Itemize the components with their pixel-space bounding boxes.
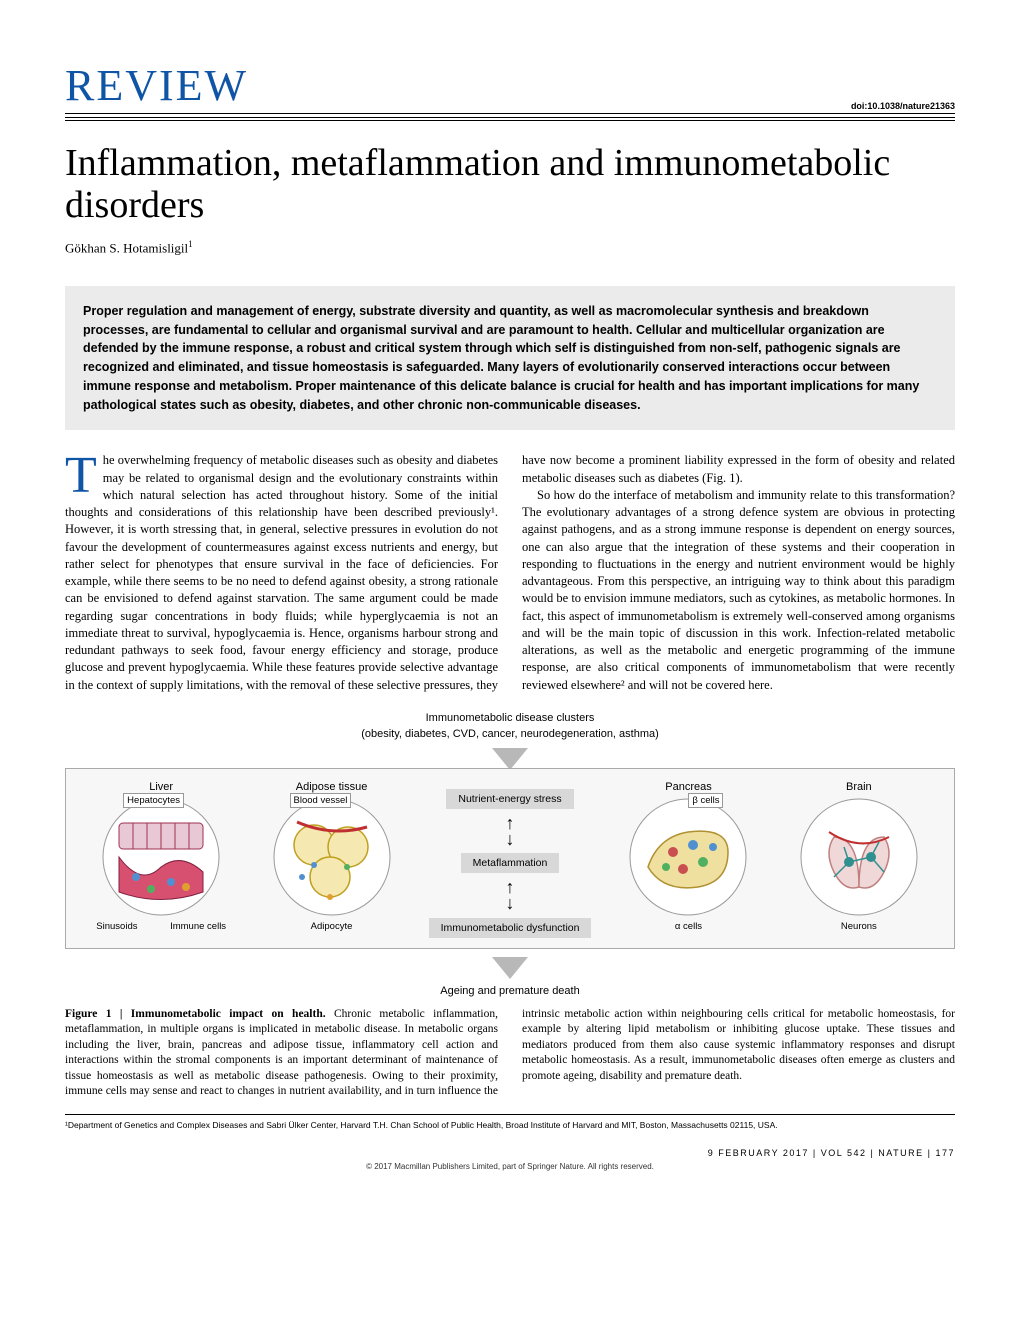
body-para2: So how do the interface of metabolism an… <box>522 488 955 692</box>
article-title: Inflammation, metaflammation and immunom… <box>65 143 955 227</box>
abstract: Proper regulation and management of ener… <box>65 286 955 431</box>
section-label: REVIEW <box>65 60 248 111</box>
organ-liver: Liver Hepatocytes Sinusoids Im <box>80 781 242 932</box>
beta-cells-label: β cells <box>688 793 723 808</box>
caption-bold: Figure 1 | Immunometabolic impact on hea… <box>65 1008 326 1020</box>
arrow-down-icon <box>492 957 528 979</box>
caption-text: Chronic metabolic inflammation, metaflam… <box>65 1008 955 1098</box>
alpha-cells-label: α cells <box>675 921 702 932</box>
dropcap: T <box>65 452 103 496</box>
adipose-icon <box>272 797 392 917</box>
organ-adipose: Adipose tissue Blood vessel Adipocyte <box>250 781 412 932</box>
brain-icon <box>799 797 919 917</box>
bi-arrow-icon: ↑↓ <box>506 879 515 911</box>
author-line: Gökhan S. Hotamisligil1 <box>65 239 955 256</box>
figure-1: Immunometabolic disease clusters (obesit… <box>65 712 955 997</box>
liver-icon <box>101 797 221 917</box>
affiliation: ¹Department of Genetics and Complex Dise… <box>65 1114 955 1130</box>
hepatocytes-label: Hepatocytes <box>123 793 184 808</box>
stage-3: Immunometabolic dysfunction <box>429 918 592 938</box>
adipocyte-label: Adipocyte <box>311 921 353 932</box>
figure-top-title: Immunometabolic disease clusters <box>65 712 955 724</box>
arrow-down-icon <box>492 748 528 770</box>
organ-brain: Brain Neurons <box>778 781 940 932</box>
organ-label: Pancreas <box>607 781 769 793</box>
organ-pancreas: Pancreas β cells α cells <box>607 781 769 932</box>
immune-cells-label: Immune cells <box>170 921 226 932</box>
neurons-label: Neurons <box>841 921 877 932</box>
stage-2: Metaflammation <box>461 853 560 873</box>
organ-label: Brain <box>778 781 940 793</box>
organ-label: Adipose tissue <box>250 781 412 793</box>
sinusoids-label: Sinusoids <box>96 921 137 932</box>
copyright: © 2017 Macmillan Publishers Limited, par… <box>65 1162 955 1171</box>
organ-label: Liver <box>80 781 242 793</box>
figure-bottom-label: Ageing and premature death <box>65 985 955 997</box>
affil-mark: 1 <box>188 239 193 249</box>
author-name: Gökhan S. Hotamisligil <box>65 240 188 255</box>
figure-box: Liver Hepatocytes Sinusoids Im <box>65 768 955 949</box>
pancreas-icon <box>628 797 748 917</box>
organ-row: Liver Hepatocytes Sinusoids Im <box>76 781 944 938</box>
stage-1: Nutrient-energy stress <box>446 789 573 809</box>
bi-arrow-icon: ↑↓ <box>506 815 515 847</box>
page-footer: 9 FEBRUARY 2017 | VOL 542 | NATURE | 177 <box>65 1148 955 1158</box>
figure-caption: Figure 1 | Immunometabolic impact on hea… <box>65 1007 955 1100</box>
body-text: The overwhelming frequency of metabolic … <box>65 452 955 694</box>
figure-top-sub: (obesity, diabetes, CVD, cancer, neurode… <box>65 728 955 740</box>
double-rule <box>65 117 955 121</box>
blood-vessel-label: Blood vessel <box>290 793 352 808</box>
doi: doi:10.1038/nature21363 <box>851 101 955 111</box>
header-row: REVIEW doi:10.1038/nature21363 <box>65 60 955 114</box>
center-stages: Nutrient-energy stress ↑↓ Metaflammation… <box>421 781 600 938</box>
